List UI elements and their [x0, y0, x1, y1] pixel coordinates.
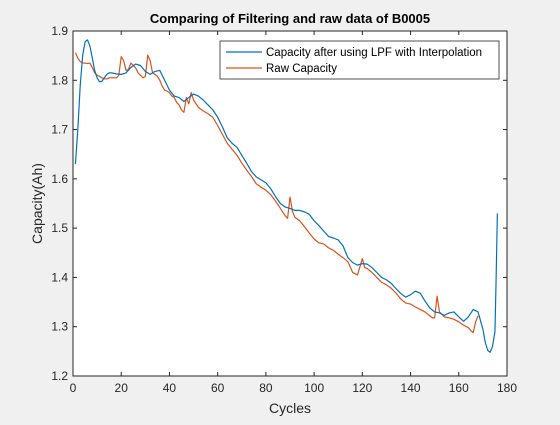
x-tick-label: 60: [211, 381, 225, 395]
y-tick-label: 1.6: [51, 172, 68, 186]
y-tick-label: 1.9: [51, 24, 68, 38]
x-tick-label: 80: [259, 381, 273, 395]
y-axis-label: Capacity(Ah): [29, 163, 45, 244]
x-tick-label: 40: [163, 381, 177, 395]
x-tick-label: 0: [70, 381, 77, 395]
x-tick-label: 20: [115, 381, 129, 395]
legend-label-lpf: Capacity after using LPF with Interpolat…: [266, 47, 482, 59]
y-tick-label: 1.4: [51, 270, 68, 284]
chart-title: Comparing of Filtering and raw data of B…: [150, 11, 430, 26]
x-tick-label: 140: [401, 381, 421, 395]
x-axis-label: Cycles: [269, 400, 311, 416]
y-tick-label: 1.8: [51, 73, 68, 87]
x-tick-label: 100: [304, 381, 324, 395]
legend-label-raw: Raw Capacity: [266, 63, 337, 75]
x-tick-label: 180: [497, 381, 517, 395]
x-tick-label: 120: [352, 381, 372, 395]
y-tick-label: 1.3: [51, 320, 68, 334]
y-tick-label: 1.7: [51, 123, 68, 137]
x-tick-label: 160: [449, 381, 469, 395]
legend: Capacity after using LPF with Interpolat…: [220, 41, 499, 79]
y-tick-label: 1.5: [51, 221, 68, 235]
plot-area: [73, 31, 507, 376]
y-tick-label: 1.2: [51, 369, 68, 383]
